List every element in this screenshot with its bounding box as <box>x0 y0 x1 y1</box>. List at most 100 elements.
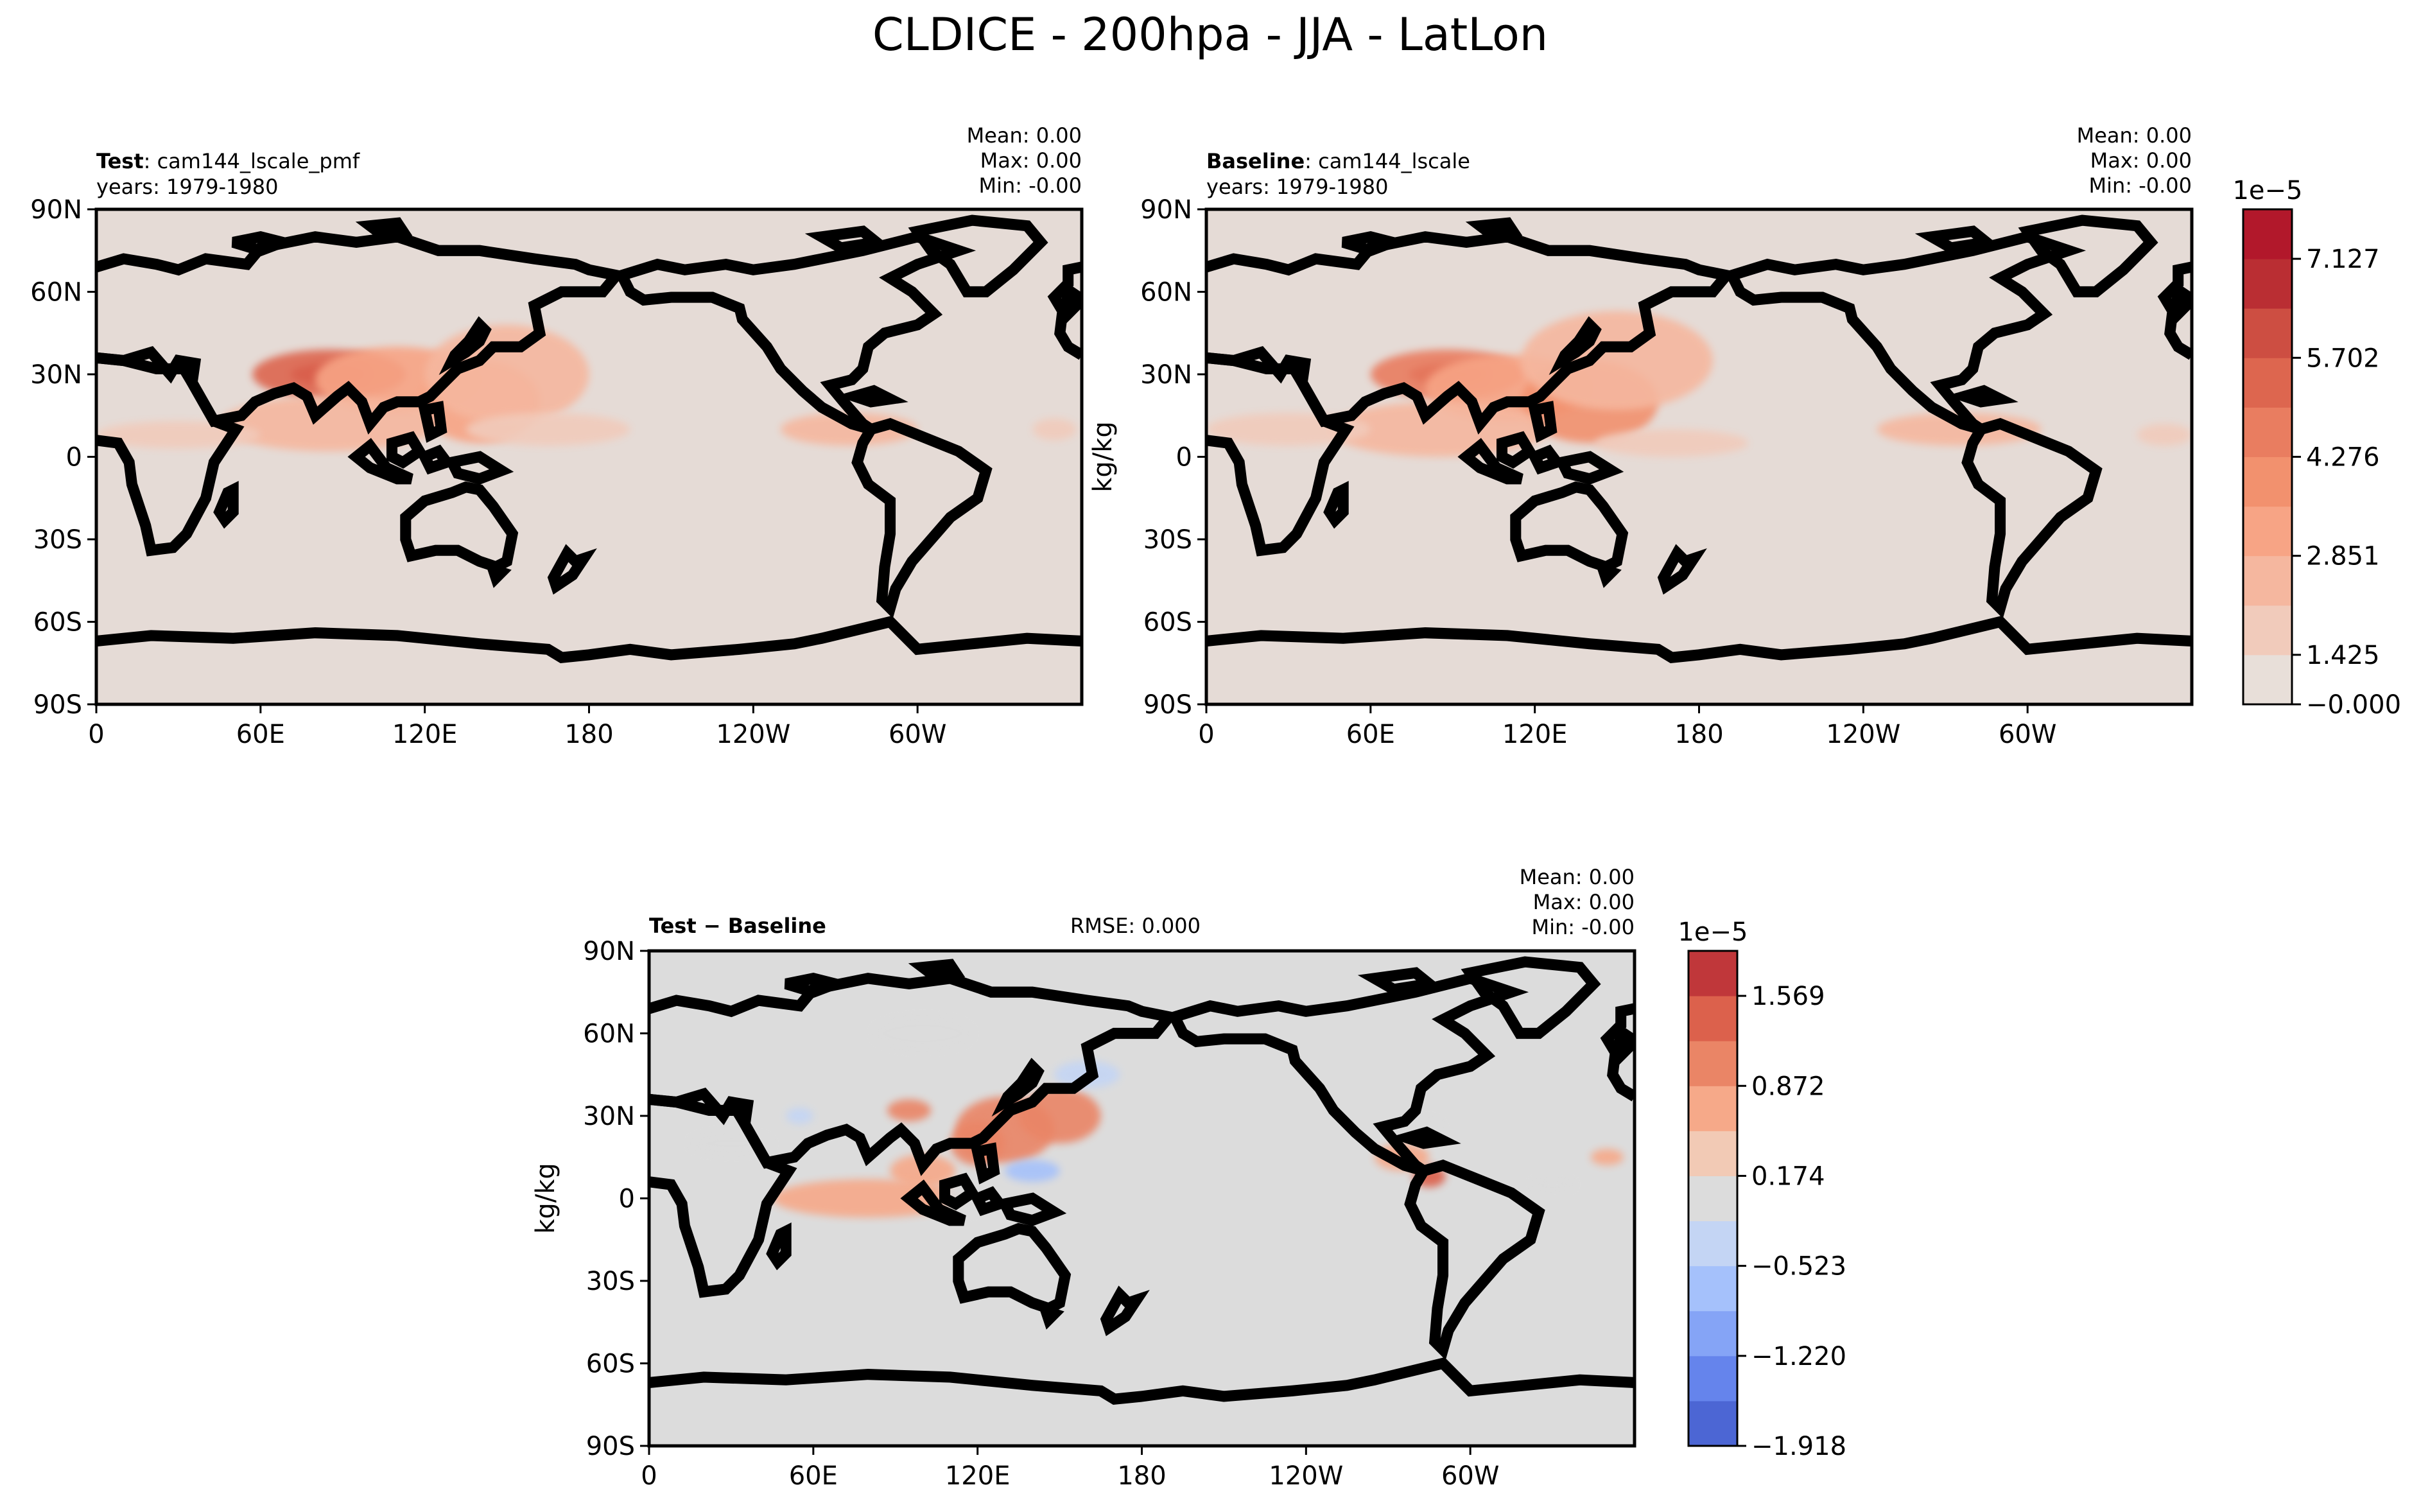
field-feature-7 <box>465 412 630 446</box>
field-feature-9 <box>873 1016 973 1050</box>
panel-label: Test − Baseline <box>649 914 826 938</box>
colorbar-0: 1e−5 7.127 5.702 4.276 2.851 1.425 −0.000 <box>2232 176 2401 720</box>
x-tick-label: 60W <box>1441 1461 1499 1491</box>
colorbar-band <box>1688 951 1737 996</box>
panel-rmse: RMSE: 0.000 <box>1070 914 1201 938</box>
colorbar-band <box>2243 209 2292 259</box>
x-tick-label: 180 <box>1674 720 1723 749</box>
colorbar-label: 1.425 <box>2306 641 2380 670</box>
x-tick-label: 120E <box>1502 720 1568 749</box>
y-tick-label: 90N <box>30 195 82 225</box>
colorbar-label: 1.569 <box>1751 982 1825 1011</box>
colorbar-band <box>2243 605 2292 656</box>
x-tick-label: 120W <box>1826 720 1900 749</box>
colorbar-band <box>2243 506 2292 557</box>
y-tick-label: 30S <box>1143 525 1192 555</box>
panel-stat: Mean: 0.00 <box>1520 865 1635 889</box>
panel-stat: Min: -0.00 <box>978 173 1082 198</box>
panel-label: Test: cam144_lscale_pmf <box>96 149 360 173</box>
colorbar-band <box>1688 1131 1737 1176</box>
panels: 0 60E 120E 180 120W 60W 90N 60N 30N 0 30S 60S 90S Tes… <box>30 123 2194 1491</box>
x-tick-label: 180 <box>1117 1461 1166 1491</box>
x-tick-label: 0 <box>88 720 104 749</box>
colorbar-band <box>2243 407 2292 457</box>
colorbar-label: −0.000 <box>2306 690 2401 720</box>
colorbar-exponent: 1e−5 <box>1678 917 1748 947</box>
figure-title: CLDICE - 200hpa - JJA - LatLon <box>872 8 1548 61</box>
x-ticks: 0 60E 120E 180 120W 60W <box>1198 704 2056 749</box>
colorbar-label: −0.523 <box>1751 1252 1846 1282</box>
colorbar-band <box>1688 1355 1737 1402</box>
panel-label-rest: : cam144_lscale_pmf <box>144 149 360 173</box>
y-tick-label: 60N <box>583 1020 635 1049</box>
colorbar-band <box>2243 259 2292 309</box>
panel-label-rest: : cam144_lscale <box>1305 149 1470 173</box>
colorbar-band <box>1688 1400 1737 1447</box>
panel-label-bold: Test <box>96 149 144 173</box>
field-feature-14 <box>786 1108 813 1124</box>
colorbar-band <box>1688 1265 1737 1312</box>
y-ticks: 90N 60N 30N 0 30S 60S 90S <box>30 195 96 720</box>
panel-label-bold: Baseline <box>1206 149 1305 173</box>
colorbar-band <box>1688 1176 1737 1222</box>
x-tick-label: 120E <box>392 720 458 749</box>
y-tick-label: 30S <box>33 525 82 555</box>
panel-stat: Max: 0.00 <box>2090 148 2192 173</box>
x-tick-label: 60E <box>1346 720 1395 749</box>
panel-years: years: 1979-1980 <box>1206 175 1388 199</box>
y-tick-label: 30N <box>1140 360 1192 390</box>
panel-label: Baseline: cam144_lscale <box>1206 149 1470 173</box>
y-ticks: 90N 60N 30N 0 30S 60S 90S <box>583 937 649 1461</box>
panel-years: years: 1979-1980 <box>96 175 278 199</box>
colorbar-label: 4.276 <box>2306 443 2380 473</box>
y-tick-label: 90S <box>1143 690 1192 720</box>
x-ticks: 0 60E 120E 180 120W 60W <box>88 704 946 749</box>
x-tick-label: 60W <box>889 720 946 749</box>
x-tick-label: 60E <box>789 1461 838 1491</box>
panel-label-bold: Test − Baseline <box>649 914 826 938</box>
y-tick-label: 30N <box>583 1102 635 1131</box>
panel-difference: 0 60E 120E 180 120W 60W 90N 60N 30N 0 30S 60S 90S kg/… <box>531 865 1636 1491</box>
x-tick-label: 120W <box>716 720 790 749</box>
field-feature-4 <box>1521 311 1713 410</box>
x-ticks: 0 60E 120E 180 120W 60W <box>641 1446 1499 1491</box>
colorbar-label: 5.702 <box>2306 343 2380 373</box>
colorbar-band <box>2243 308 2292 358</box>
y-tick-label: 60S <box>1143 608 1192 638</box>
y-tick-label: 60N <box>1140 278 1192 308</box>
colorbar-band <box>1688 1310 1737 1357</box>
field-feature-8 <box>1590 1149 1624 1166</box>
field-feature-16 <box>1530 1179 1575 1190</box>
panel-stat: Mean: 0.00 <box>2077 123 2192 148</box>
panel-stat: Max: 0.00 <box>980 148 1082 173</box>
y-tick-label: 0 <box>66 443 82 473</box>
y-tick-label: 0 <box>619 1185 635 1214</box>
colorbar-frame <box>1687 950 1739 1447</box>
y-tick-label: 30N <box>30 360 82 390</box>
x-tick-label: 60W <box>1999 720 2056 749</box>
colorbar-band <box>1688 1086 1737 1131</box>
colorbar-label: 0.872 <box>1751 1072 1825 1101</box>
y-tick-label: 90N <box>583 937 635 966</box>
panel-stat: Mean: 0.00 <box>967 123 1082 148</box>
colorbar-1: 1e−5 1.569 0.872 0.174 −0.523 −1.220 −1.918 <box>1678 917 1846 1461</box>
x-tick-label: 180 <box>564 720 613 749</box>
colorbar-label: −1.918 <box>1751 1432 1846 1461</box>
colorbar-band <box>1688 996 1737 1041</box>
colorbar-label: 0.174 <box>1751 1161 1825 1191</box>
field-feature-9 <box>1032 418 1077 440</box>
y-axis-label: kg/kg <box>531 1163 560 1234</box>
map-background <box>96 209 1082 704</box>
y-tick-label: 60S <box>33 608 82 638</box>
field-feature-9 <box>2137 424 2192 446</box>
panel-stat: Max: 0.00 <box>1533 890 1635 914</box>
colorbar-exponent: 1e−5 <box>2232 176 2302 205</box>
x-tick-label: 0 <box>641 1461 657 1491</box>
colorbar-label: −1.220 <box>1751 1342 1846 1371</box>
colorbar-band <box>2243 358 2292 408</box>
x-tick-label: 120W <box>1269 1461 1343 1491</box>
y-tick-label: 60S <box>586 1350 635 1379</box>
colorbar-band <box>1688 1041 1737 1086</box>
colorbar-label: 7.127 <box>2306 245 2380 274</box>
field-feature-12 <box>1005 1160 1060 1182</box>
